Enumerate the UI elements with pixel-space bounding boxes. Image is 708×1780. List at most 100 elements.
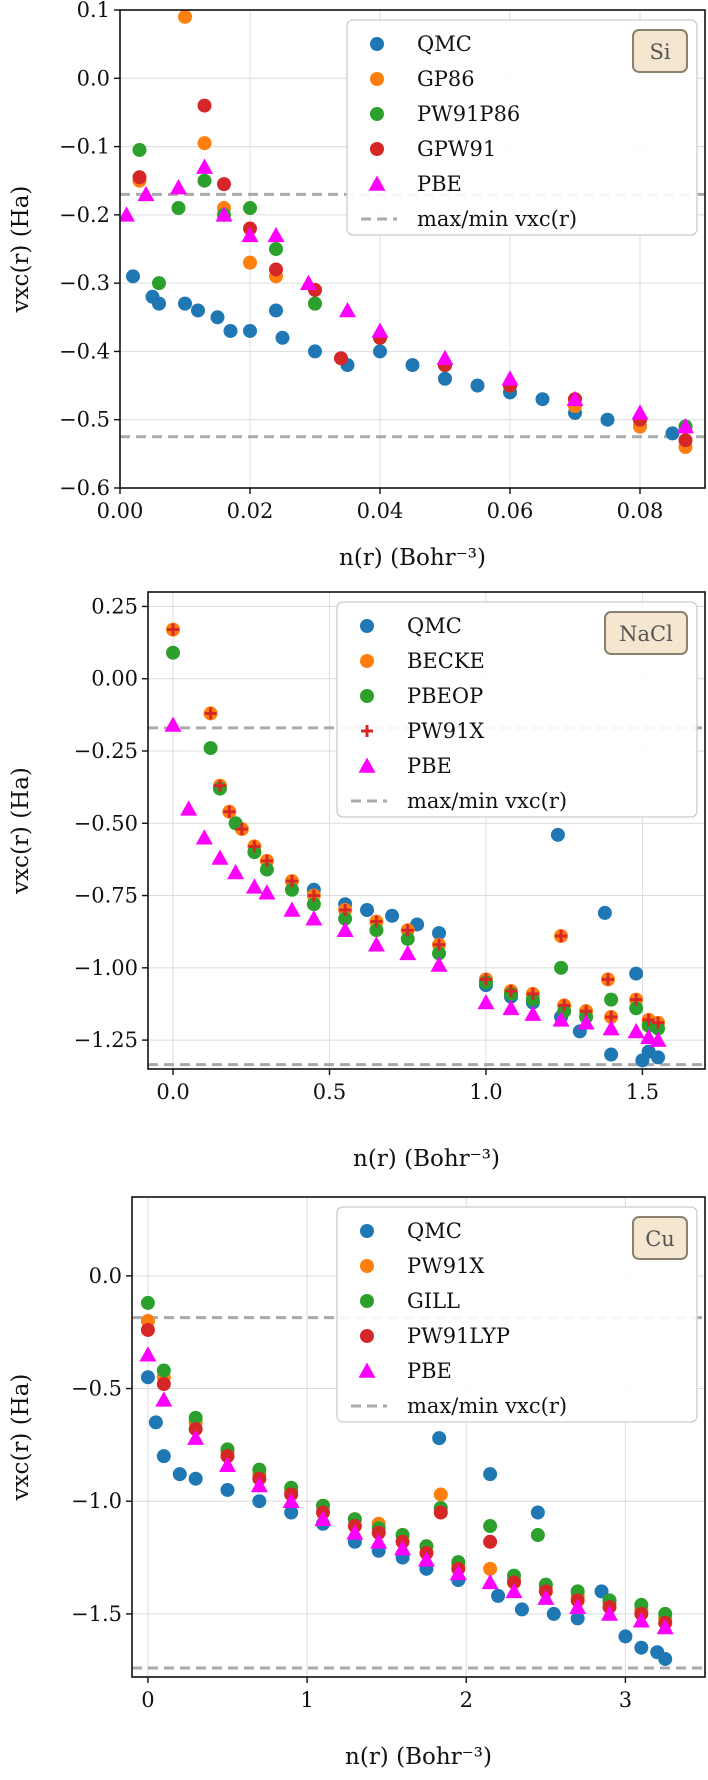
legend-box bbox=[336, 1206, 698, 1423]
legend-marker bbox=[370, 142, 384, 156]
legend-marker bbox=[360, 689, 374, 703]
data-point bbox=[632, 1612, 650, 1628]
data-point bbox=[524, 1005, 542, 1021]
data-point bbox=[283, 901, 301, 917]
series-pbe bbox=[164, 716, 667, 1047]
series-gpw91 bbox=[132, 98, 693, 448]
data-point bbox=[401, 924, 414, 937]
data-point bbox=[346, 1524, 364, 1540]
data-point bbox=[306, 897, 321, 912]
data-point bbox=[197, 98, 212, 113]
data-point bbox=[530, 1528, 545, 1543]
data-point bbox=[336, 921, 354, 938]
legend: QMC PW91X GILL PW91LYP PBE max/min vxc(r) bbox=[336, 1206, 698, 1423]
data-point bbox=[300, 274, 317, 290]
data-point bbox=[432, 946, 447, 961]
data-point bbox=[360, 903, 375, 917]
data-point bbox=[219, 1456, 236, 1472]
data-point bbox=[602, 1020, 620, 1036]
data-point bbox=[339, 904, 352, 916]
legend-marker bbox=[360, 619, 374, 633]
legend-label: PW91LYP bbox=[407, 1324, 510, 1348]
data-point bbox=[267, 226, 285, 243]
y-tick-label: −1.0 bbox=[71, 1489, 122, 1513]
data-point bbox=[308, 296, 322, 311]
data-point bbox=[132, 142, 147, 157]
data-point bbox=[505, 1582, 523, 1599]
data-point bbox=[275, 330, 290, 345]
data-point bbox=[228, 816, 243, 831]
legend-label: PBE bbox=[407, 1359, 452, 1383]
y-tick-label: −0.75 bbox=[74, 884, 138, 908]
system-tag: Cu bbox=[632, 1216, 688, 1260]
data-point bbox=[502, 999, 520, 1016]
legend-label: max/min vxc(r) bbox=[407, 1394, 567, 1418]
legend: QMC BECKE PBEOP PW91X PBE max/min vxc(r) bbox=[336, 601, 698, 818]
data-point bbox=[269, 242, 283, 256]
y-tick-label: −0.1 bbox=[59, 135, 110, 159]
chart-panel-cu: 0 1 2 3 0.0 −0.5 −1.0 −1.5 n(r) (Bohr⁻³) vxc(r) (… bbox=[8, 1196, 706, 1770]
data-point bbox=[269, 262, 283, 277]
y-tick-label: −0.2 bbox=[59, 203, 110, 227]
x-tick-label: 0.02 bbox=[227, 499, 274, 523]
data-point bbox=[483, 1467, 498, 1482]
legend-marker bbox=[360, 1259, 374, 1273]
legend-label: PBEOP bbox=[407, 684, 483, 708]
data-point bbox=[570, 1611, 585, 1626]
legend-marker bbox=[368, 175, 386, 191]
data-point bbox=[594, 1584, 609, 1599]
data-point bbox=[156, 1377, 171, 1392]
data-point bbox=[196, 158, 213, 174]
legend-label: GPW91 bbox=[417, 137, 496, 161]
data-point bbox=[552, 1011, 570, 1027]
legend-label: QMC bbox=[407, 1219, 462, 1243]
data-point bbox=[627, 1022, 645, 1039]
data-point bbox=[140, 1295, 155, 1310]
data-point bbox=[213, 779, 226, 792]
data-points bbox=[164, 622, 667, 1068]
data-point bbox=[432, 926, 447, 941]
data-point bbox=[601, 973, 614, 986]
legend-marker bbox=[360, 1294, 374, 1308]
y-axis-label: vxc(r) (Ha) bbox=[8, 186, 34, 314]
plot-frame bbox=[131, 1196, 706, 1678]
series-qmc bbox=[126, 269, 693, 441]
y-tick-label: 0.1 bbox=[77, 0, 110, 22]
data-point bbox=[220, 1482, 235, 1497]
data-point bbox=[604, 1047, 619, 1062]
legend-label: PW91X bbox=[407, 1254, 484, 1278]
data-point bbox=[433, 1487, 448, 1502]
x-axis-label: n(r) (Bohr⁻³) bbox=[339, 545, 486, 571]
data-point bbox=[197, 136, 212, 151]
y-tick-label: 0.0 bbox=[77, 66, 110, 90]
data-point bbox=[204, 707, 217, 720]
data-point bbox=[600, 412, 615, 427]
legend-marker bbox=[358, 1362, 376, 1378]
data-point bbox=[477, 994, 495, 1010]
data-point bbox=[187, 1429, 205, 1445]
data-point bbox=[436, 349, 454, 366]
data-point bbox=[178, 296, 192, 311]
y-tick-label: −0.6 bbox=[59, 476, 110, 500]
data-point bbox=[197, 173, 212, 188]
legend-label: max/min vxc(r) bbox=[407, 789, 567, 813]
data-point bbox=[308, 344, 322, 359]
data-point bbox=[483, 1534, 498, 1549]
x-tick-label: 0.00 bbox=[97, 499, 144, 523]
data-point bbox=[652, 1016, 665, 1029]
system-tag-box bbox=[632, 1216, 688, 1260]
legend-marker bbox=[360, 1224, 374, 1238]
y-tick-label: −1.00 bbox=[74, 956, 138, 980]
legend-label: PW91P86 bbox=[417, 102, 520, 126]
data-point bbox=[210, 310, 225, 325]
data-point bbox=[156, 1449, 171, 1464]
legend-label: GP86 bbox=[417, 67, 475, 91]
data-point bbox=[385, 908, 400, 923]
data-point bbox=[677, 418, 694, 434]
y-tick-label: −0.50 bbox=[74, 811, 138, 835]
chart-panel-si: 0.00 0.02 0.04 0.06 0.08 0.1 0.0 −0.1 −0.2 −0.3 −0… bbox=[8, 0, 706, 571]
data-point bbox=[139, 1346, 157, 1362]
x-tick-label: 3 bbox=[619, 1688, 632, 1712]
x-tick-label: 2 bbox=[460, 1688, 473, 1712]
y-tick-label: 0.25 bbox=[91, 594, 138, 618]
